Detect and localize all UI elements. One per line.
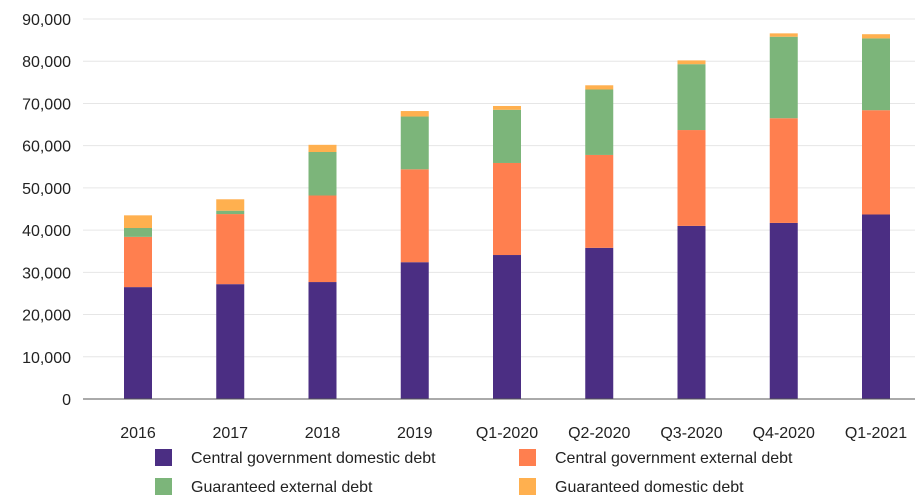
bar-segment: [862, 34, 890, 39]
bar-segment: [585, 89, 614, 155]
bar-segment: [308, 195, 337, 283]
bar-segment: [585, 247, 614, 399]
bar-segment: [769, 33, 798, 37]
x-tick-label: 2018: [305, 425, 341, 442]
legend-swatch: [155, 449, 172, 466]
bar-segment: [308, 282, 337, 399]
legend-swatch: [519, 478, 536, 495]
y-tick-label: 50,000: [22, 181, 71, 198]
bar-segment: [124, 236, 152, 288]
y-tick-label: 10,000: [22, 350, 71, 367]
bar-segment: [216, 284, 245, 399]
bar-segment: [124, 215, 152, 228]
x-tick-label: Q2-2020: [568, 425, 630, 442]
bar-segment: [677, 64, 706, 131]
bar-segment: [862, 214, 890, 399]
bar-segment: [677, 60, 706, 65]
y-axis: 0 10,000 20,000 30,000 40,000 50,000 60,000 70,…: [22, 12, 71, 409]
x-tick-label: Q3-2020: [660, 425, 722, 442]
bar-segment: [216, 210, 245, 215]
bar-segment: [493, 105, 521, 110]
legend-label: Central government external debt: [555, 450, 793, 467]
bar-segment: [216, 199, 245, 211]
bar-segment: [400, 116, 429, 170]
legend-swatch: [155, 478, 172, 495]
y-tick-label: 80,000: [22, 54, 71, 71]
bar-segment: [585, 85, 614, 90]
bar-segment: [862, 110, 890, 215]
x-tick-label: Q1-2021: [845, 425, 907, 442]
x-tick-label: Q4-2020: [753, 425, 815, 442]
bars: [124, 33, 890, 399]
bar-segment: [769, 118, 798, 223]
bar-segment: [769, 36, 798, 119]
x-tick-label: 2019: [397, 425, 433, 442]
legend-swatch: [519, 449, 536, 466]
legend-label: Central government domestic debt: [191, 450, 436, 467]
bar-segment: [216, 214, 245, 285]
y-tick-label: 60,000: [22, 139, 71, 156]
bar-segment: [308, 144, 337, 152]
bar-segment: [124, 287, 152, 399]
bar-segment: [769, 222, 798, 399]
y-tick-label: 30,000: [22, 265, 71, 282]
bar-segment: [677, 130, 706, 226]
x-tick-label: Q1-2020: [476, 425, 538, 442]
y-tick-label: 90,000: [22, 12, 71, 29]
bar-segment: [400, 111, 429, 117]
bar-segment: [862, 38, 890, 111]
x-tick-label: 2016: [120, 425, 156, 442]
x-axis: 2016 2017 2018 2019 Q1-2020 Q2-2020 Q3-2020 Q4-…: [120, 425, 907, 442]
y-tick-label: 20,000: [22, 308, 71, 325]
bar-segment: [308, 152, 337, 196]
bar-segment: [677, 225, 706, 399]
x-tick-label: 2017: [212, 425, 248, 442]
bar-segment: [400, 262, 429, 399]
legend-label: Guaranteed domestic debt: [555, 479, 744, 495]
legend-label: Guaranteed external debt: [191, 479, 373, 495]
bar-segment: [585, 154, 614, 248]
bar-segment: [124, 228, 152, 237]
bar-segment: [493, 162, 521, 256]
bar-segment: [493, 255, 521, 399]
legend: Central government domestic debt Central …: [155, 449, 793, 495]
y-tick-label: 0: [62, 392, 71, 409]
y-tick-label: 40,000: [22, 223, 71, 240]
bar-segment: [493, 109, 521, 163]
y-tick-label: 70,000: [22, 96, 71, 113]
bar-segment: [400, 169, 429, 263]
